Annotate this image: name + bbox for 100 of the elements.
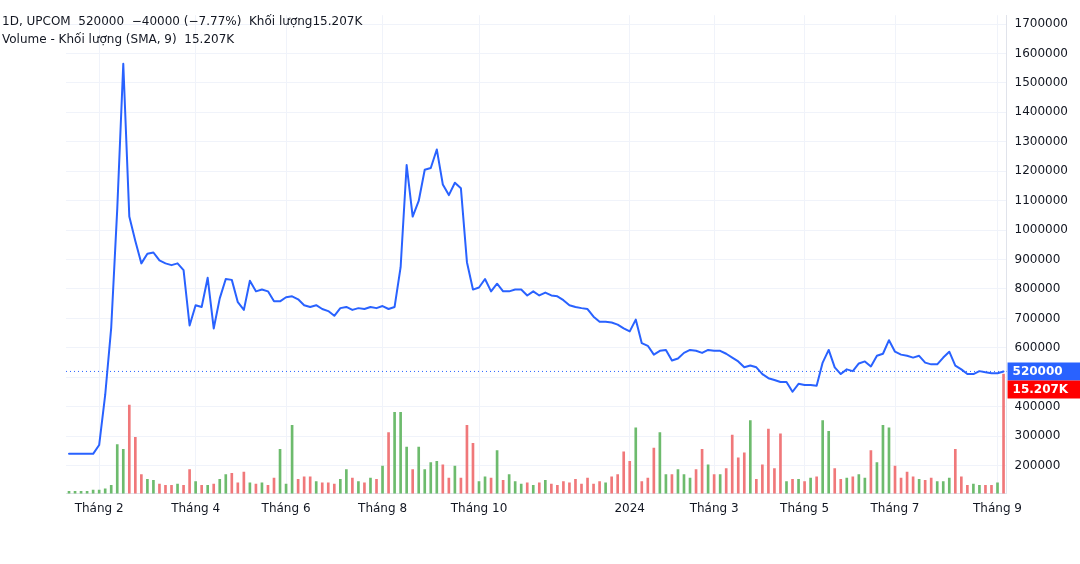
- y-tick-label: 200000: [1014, 457, 1061, 472]
- bar: [953, 449, 957, 494]
- x-tick-label: Tháng 3: [688, 500, 739, 515]
- bar: [387, 432, 390, 494]
- bar: [634, 427, 638, 494]
- bar: [332, 483, 336, 494]
- bar: [109, 484, 113, 494]
- bar: [170, 484, 173, 494]
- bar: [164, 484, 167, 494]
- bar: [411, 469, 415, 494]
- bar: [345, 469, 348, 494]
- y-tick-label: 600000: [1014, 340, 1061, 354]
- bar: [127, 404, 131, 494]
- y-tick-label: 1200000: [1014, 163, 1069, 178]
- bar: [562, 481, 565, 494]
- x-tick-label: Tháng 10: [449, 500, 508, 515]
- bar: [598, 481, 601, 494]
- bar: [531, 484, 535, 494]
- bar: [188, 469, 191, 494]
- bar: [791, 478, 794, 494]
- bar: [519, 483, 523, 494]
- bar: [586, 477, 589, 494]
- y-tick-label: 1000000: [1014, 222, 1069, 237]
- bar: [326, 482, 330, 494]
- bar: [730, 434, 734, 494]
- bar: [851, 476, 855, 494]
- bar: [773, 468, 776, 494]
- bar: [146, 478, 149, 494]
- bar: [580, 483, 583, 494]
- bar: [206, 484, 210, 494]
- y-tick-label: 400000: [1014, 398, 1061, 413]
- bar: [628, 460, 632, 494]
- bar: [351, 477, 354, 494]
- bar: [941, 481, 945, 494]
- bar: [399, 411, 402, 494]
- bar: [833, 468, 837, 494]
- bar: [121, 449, 125, 494]
- bar: [748, 420, 752, 494]
- y-tick-label: 300000: [1014, 428, 1061, 443]
- y-tick-label: 1600000: [1014, 45, 1069, 60]
- bar: [556, 484, 559, 494]
- bar: [429, 462, 433, 494]
- bar: [134, 437, 137, 494]
- y-tick-label: 1400000: [1014, 104, 1069, 119]
- text: 15.207K: [1012, 381, 1069, 396]
- bar: [369, 477, 372, 494]
- bar: [984, 484, 987, 494]
- bar: [375, 478, 378, 494]
- bar: [821, 420, 824, 494]
- bar: [996, 482, 999, 494]
- bar: [779, 433, 782, 494]
- bar: [966, 484, 969, 494]
- bar: [423, 469, 427, 494]
- y-tick-label: 700000: [1014, 310, 1061, 325]
- bar: [803, 481, 806, 494]
- bar: [574, 478, 577, 494]
- y-tick-label: 1700000: [1014, 16, 1069, 31]
- bar: [339, 478, 342, 494]
- bar: [935, 481, 939, 494]
- x-tick-label: Tháng 2: [73, 500, 124, 515]
- bar: [640, 481, 644, 494]
- bar: [827, 431, 831, 494]
- bar: [405, 446, 408, 494]
- bar: [218, 478, 222, 494]
- y-tick-label: 1100000: [1014, 192, 1069, 207]
- x-tick-label: Tháng 9: [972, 500, 1022, 515]
- bar: [314, 481, 318, 494]
- bar: [622, 451, 626, 494]
- x-tick-label: Tháng 4: [170, 500, 221, 515]
- bar: [742, 452, 746, 494]
- text: Volume - Khối lượng (SMA, 9) 15.207K: [2, 31, 236, 48]
- bar: [103, 488, 107, 494]
- bar: [543, 480, 547, 494]
- bar: [604, 482, 607, 494]
- bar: [417, 446, 421, 494]
- bar: [182, 484, 185, 494]
- bar: [568, 482, 571, 494]
- bar: [972, 483, 975, 494]
- bar: [525, 482, 529, 494]
- bar: [140, 474, 143, 494]
- bar: [960, 476, 963, 494]
- bar: [441, 464, 445, 494]
- bar: [761, 464, 764, 494]
- bar: [224, 474, 228, 494]
- x-tick-label: Tháng 8: [357, 500, 408, 515]
- bar: [767, 428, 770, 494]
- x-tick-label: Tháng 5: [779, 500, 830, 515]
- bar: [212, 483, 216, 494]
- bar: [990, 484, 993, 494]
- bar: [158, 483, 161, 494]
- bar: [815, 476, 818, 494]
- bar: [381, 465, 384, 494]
- bar: [785, 481, 788, 494]
- bar: [435, 460, 439, 494]
- bar: [592, 483, 595, 494]
- bar: [797, 478, 800, 494]
- bar: [736, 457, 740, 494]
- bar: [845, 477, 849, 494]
- bar: [357, 481, 360, 494]
- y-tick-label: 1300000: [1014, 133, 1069, 148]
